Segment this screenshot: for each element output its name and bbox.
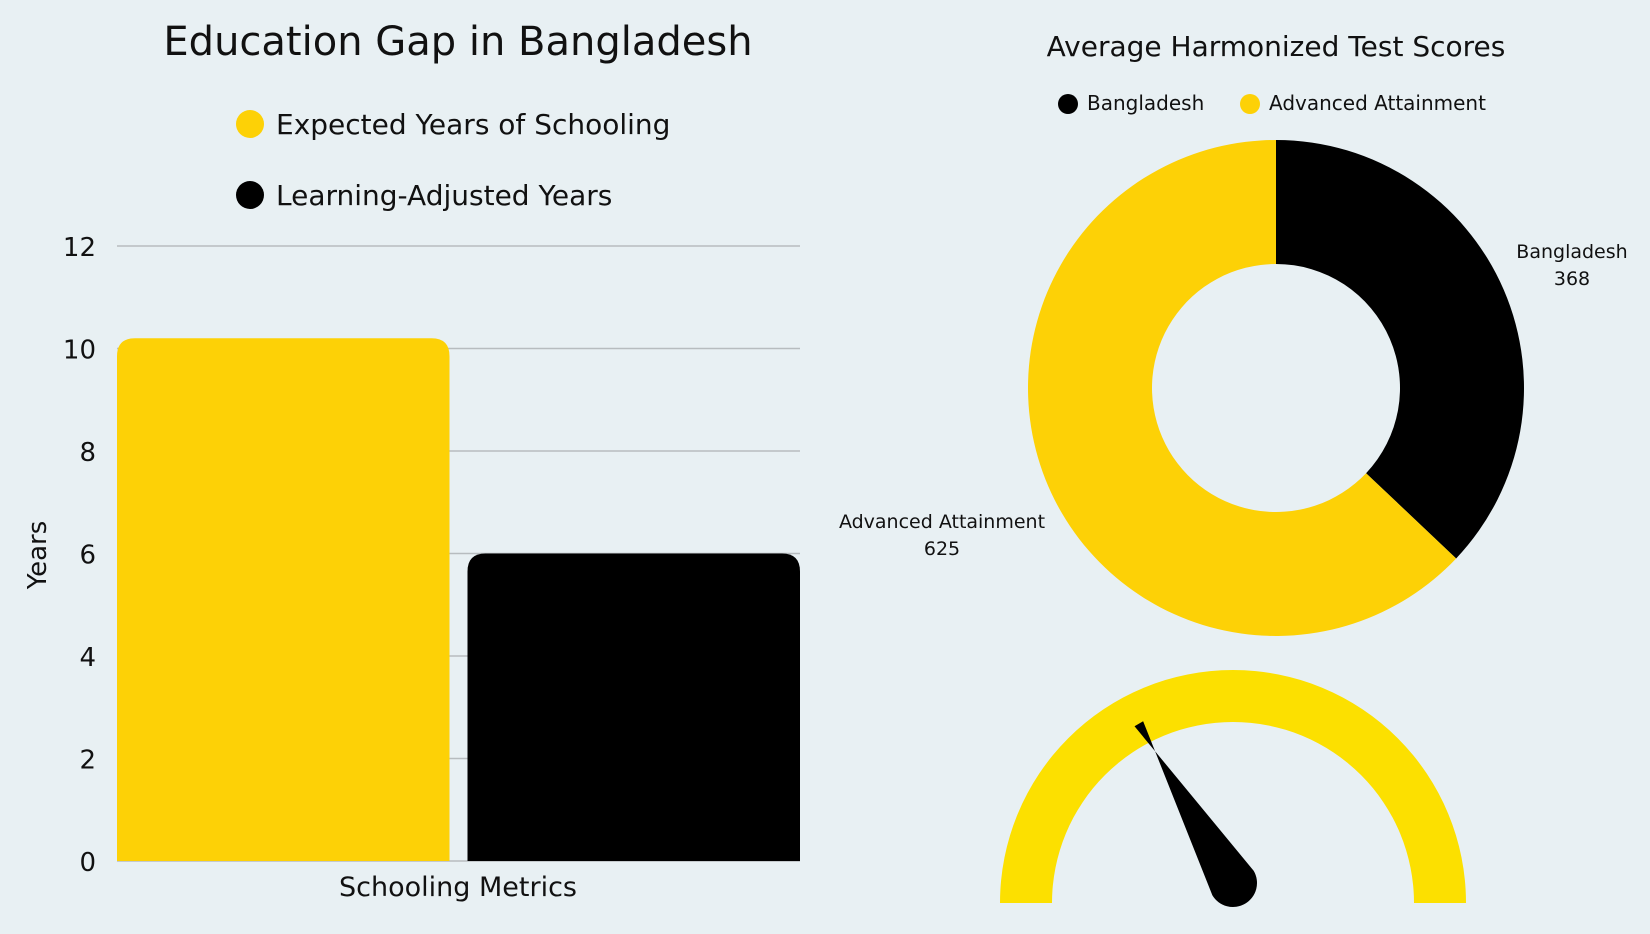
bar-chart-title: Education Gap in Bangladesh — [163, 19, 752, 65]
slice-advanced-attainment — [1028, 140, 1457, 636]
bar-chart-legend: Expected Years of Schooling Learning-Adju… — [236, 108, 670, 212]
y-tick-label: 8 — [79, 438, 96, 468]
bar-chart-y-ticks: 0 2 4 6 8 10 12 — [63, 233, 96, 878]
slice-value-advanced-attainment: 625 — [924, 538, 960, 560]
y-tick-label: 12 — [63, 233, 96, 263]
bar-chart-y-axis-label: Years — [23, 521, 53, 591]
y-tick-label: 6 — [79, 541, 96, 571]
donut-chart-title: Average Harmonized Test Scores — [1047, 30, 1506, 63]
y-tick-label: 0 — [79, 848, 96, 878]
slice-label-advanced-attainment: Advanced Attainment — [839, 511, 1045, 533]
donut-chart-legend: Bangladesh Advanced Attainment — [1058, 91, 1486, 115]
bar-chart-x-axis-label: Schooling Metrics — [339, 872, 577, 903]
legend-label-bangladesh: Bangladesh — [1087, 91, 1204, 115]
y-tick-label: 10 — [63, 336, 96, 366]
legend-marker-expected-years-of-schooling — [236, 110, 264, 138]
legend-label-advanced-attainment: Advanced Attainment — [1269, 91, 1486, 115]
bar-chart: Education Gap in Bangladesh Expected Yea… — [23, 19, 800, 903]
donut-chart: Average Harmonized Test Scores Banglades… — [839, 30, 1628, 636]
slice-bangladesh — [1276, 140, 1524, 559]
donut-chart-slices — [1028, 140, 1524, 636]
donut-chart-labels: Bangladesh 368 Advanced Attainment 625 — [839, 241, 1628, 560]
legend-label-learning-adjusted-years: Learning-Adjusted Years — [276, 179, 612, 212]
gauge-needle — [1134, 721, 1257, 907]
bar-expected-years-of-schooling — [117, 338, 450, 861]
bar-chart-bars — [117, 338, 800, 861]
y-tick-label: 4 — [79, 643, 96, 673]
bar-learning-adjusted-years — [467, 553, 800, 861]
slice-label-bangladesh: Bangladesh — [1516, 241, 1627, 263]
legend-marker-learning-adjusted-years — [236, 181, 264, 209]
slice-value-bangladesh: 368 — [1554, 268, 1590, 290]
legend-marker-bangladesh — [1058, 94, 1078, 114]
y-tick-label: 2 — [79, 746, 96, 776]
legend-label-expected-years-of-schooling: Expected Years of Schooling — [276, 108, 670, 141]
legend-marker-advanced-attainment — [1240, 94, 1260, 114]
gauge-arc — [1000, 670, 1466, 903]
gauge — [1000, 670, 1466, 907]
